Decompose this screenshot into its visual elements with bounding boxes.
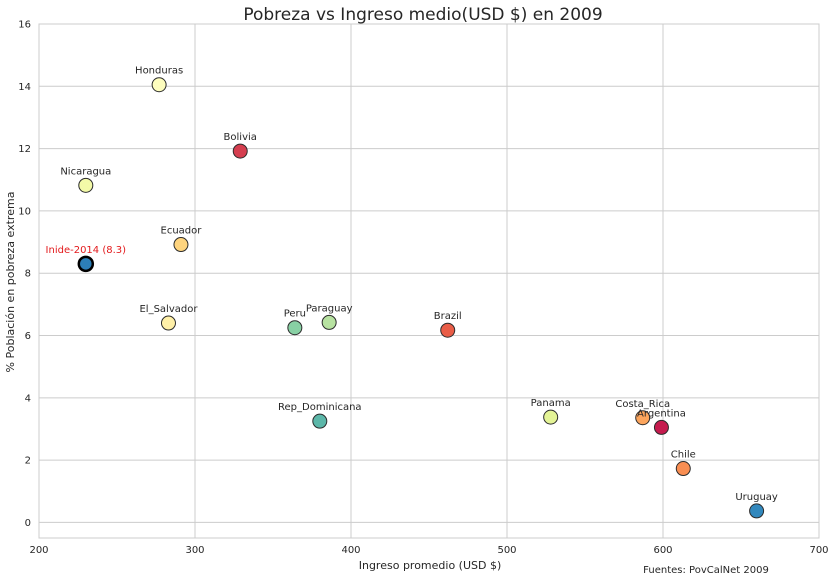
- scatter-point: [78, 177, 94, 193]
- scatter-point: [321, 314, 337, 330]
- point-label: Brazil: [434, 311, 462, 322]
- scatter-point: [543, 409, 559, 425]
- y-tick-label: 14: [18, 82, 31, 93]
- scatter-point: [77, 255, 95, 273]
- point-label: Paraguay: [306, 303, 353, 314]
- data-points: [77, 77, 765, 519]
- scatter-point: [151, 77, 167, 93]
- scatter-point: [440, 322, 456, 338]
- scatter-point: [312, 413, 328, 429]
- source-note: Fuentes: PovCalNet 2009: [643, 565, 769, 576]
- point-label: Nicaragua: [60, 166, 111, 177]
- scatter-point: [287, 320, 303, 336]
- point-label: Honduras: [135, 66, 183, 77]
- point-label: El_Salvador: [139, 304, 198, 315]
- point-label: Panama: [531, 398, 571, 409]
- x-tick-label: 400: [341, 545, 360, 556]
- x-tick-label: 500: [497, 545, 516, 556]
- x-tick-label: 200: [29, 545, 48, 556]
- y-tick-label: 6: [25, 331, 31, 342]
- scatter-point: [160, 315, 176, 331]
- point-label: Uruguay: [735, 492, 778, 503]
- y-tick-label: 8: [25, 269, 31, 280]
- scatter-point: [232, 143, 248, 159]
- x-axis-label: Ingreso promedio (USD $): [359, 559, 502, 572]
- scatter-point: [173, 237, 189, 253]
- point-label: Bolivia: [224, 132, 257, 143]
- x-tick-label: 600: [653, 545, 672, 556]
- y-axis-label: % Población en pobreza extrema: [4, 192, 17, 373]
- point-labels: Honduras Bolivia Nicaragua Ecuador Inide-201…: [46, 66, 778, 503]
- point-label: Chile: [671, 450, 696, 461]
- point-label: Rep_Dominicana: [278, 402, 362, 413]
- point-label: Peru: [284, 309, 306, 320]
- scatter-point: [635, 410, 651, 426]
- x-tick-label: 700: [809, 545, 828, 556]
- axis-ticks: 200 300 400 500 600 700 0 2 4 6 8 10 12 14 16: [18, 20, 828, 557]
- point-label: Inide-2014 (8.3): [46, 245, 127, 256]
- y-tick-label: 16: [18, 20, 31, 31]
- point-label: Costa_Rica: [615, 399, 670, 410]
- scatter-point: [749, 503, 765, 519]
- point-label: Ecuador: [161, 226, 203, 237]
- y-tick-label: 0: [25, 518, 31, 529]
- point-label: Argentina: [637, 408, 686, 419]
- y-tick-label: 12: [18, 144, 31, 155]
- plot-area: [38, 23, 820, 539]
- y-tick-label: 4: [25, 393, 31, 404]
- y-tick-label: 10: [18, 206, 31, 217]
- scatter-point: [675, 461, 691, 477]
- scatter-point: [653, 419, 669, 435]
- gridlines: [38, 23, 820, 538]
- y-tick-label: 2: [25, 456, 31, 467]
- x-tick-label: 300: [185, 545, 204, 556]
- chart-title: Pobreza vs Ingreso medio(USD $) en 2009: [243, 5, 602, 25]
